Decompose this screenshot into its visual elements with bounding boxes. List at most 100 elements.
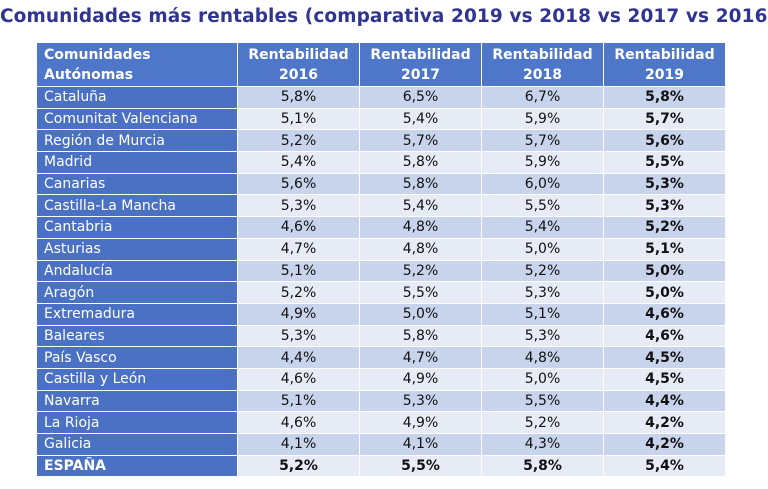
table-row: Aragón 5,2% 5,5% 5,3% 5,0%	[37, 282, 725, 303]
cell-2016: 5,2%	[238, 130, 359, 152]
table-row: La Rioja 4,6% 4,9% 5,2% 4,2%	[37, 412, 725, 433]
cell-2017: 5,5%	[360, 282, 481, 303]
cell-2017: 4,8%	[360, 217, 481, 238]
table-row: Madrid 5,4% 5,8% 5,9% 5,5%	[37, 152, 725, 173]
cell-2019: 5,0%	[604, 260, 725, 282]
header-2019-line1: Rentabilidad	[614, 46, 715, 63]
cell-2019: 4,6%	[604, 303, 725, 325]
cell-2018: 5,2%	[482, 260, 603, 282]
cell-2016: 4,6%	[238, 217, 359, 238]
cell-2017: 6,5%	[360, 87, 481, 108]
table-row: Canarias 5,6% 5,8% 6,0% 5,3%	[37, 173, 725, 195]
cell-2019: 5,3%	[604, 173, 725, 195]
cell-2018: 5,9%	[482, 152, 603, 173]
row-name: Región de Murcia	[37, 130, 237, 152]
cell-2017: 5,4%	[360, 108, 481, 130]
cell-2017: 5,8%	[360, 152, 481, 173]
row-name: País Vasco	[37, 347, 237, 368]
total-cell-2016: 5,2%	[238, 455, 359, 477]
table-row-total: ESPAÑA 5,2% 5,5% 5,8% 5,4%	[37, 455, 725, 477]
cell-2018: 5,5%	[482, 390, 603, 412]
cell-2016: 4,4%	[238, 347, 359, 368]
cell-2016: 5,1%	[238, 260, 359, 282]
cell-2017: 4,9%	[360, 412, 481, 433]
cell-2019: 5,1%	[604, 238, 725, 260]
header-2017-line2: 2017	[401, 66, 440, 83]
cell-2019: 5,3%	[604, 195, 725, 217]
header-2019: Rentabilidad 2019	[604, 43, 725, 86]
table-row: Región de Murcia 5,2% 5,7% 5,7% 5,6%	[37, 130, 725, 152]
cell-2017: 4,7%	[360, 347, 481, 368]
row-name: Andalucía	[37, 260, 237, 282]
cell-2019: 4,2%	[604, 412, 725, 433]
table-header-row: Comunidades Autónomas Rentabilidad 2016 Re…	[37, 43, 725, 86]
cell-2019: 5,7%	[604, 108, 725, 130]
table-row: Cantabria 4,6% 4,8% 5,4% 5,2%	[37, 217, 725, 238]
row-name: Cataluña	[37, 87, 237, 108]
table-row: Castilla-La Mancha 5,3% 5,4% 5,5% 5,3%	[37, 195, 725, 217]
header-2018-line2: 2018	[523, 66, 562, 83]
cell-2019: 5,6%	[604, 130, 725, 152]
cell-2018: 5,3%	[482, 282, 603, 303]
cell-2018: 5,5%	[482, 195, 603, 217]
row-name: Asturias	[37, 238, 237, 260]
table-row: Extremadura 4,9% 5,0% 5,1% 4,6%	[37, 303, 725, 325]
cell-2019: 5,2%	[604, 217, 725, 238]
table-row: Cataluña 5,8% 6,5% 6,7% 5,8%	[37, 87, 725, 108]
cell-2016: 5,1%	[238, 108, 359, 130]
cell-2018: 4,8%	[482, 347, 603, 368]
table-row: Andalucía 5,1% 5,2% 5,2% 5,0%	[37, 260, 725, 282]
table-row: Asturias 4,7% 4,8% 5,0% 5,1%	[37, 238, 725, 260]
cell-2016: 5,8%	[238, 87, 359, 108]
cell-2019: 5,5%	[604, 152, 725, 173]
cell-2019: 4,4%	[604, 390, 725, 412]
table-row: Baleares 5,3% 5,8% 5,3% 4,6%	[37, 325, 725, 347]
row-name: Extremadura	[37, 303, 237, 325]
total-row-name: ESPAÑA	[37, 455, 237, 477]
cell-2018: 5,9%	[482, 108, 603, 130]
table-row: Castilla y León 4,6% 4,9% 5,0% 4,5%	[37, 368, 725, 390]
header-2018: Rentabilidad 2018	[482, 43, 603, 86]
row-name: Castilla y León	[37, 368, 237, 390]
cell-2016: 4,9%	[238, 303, 359, 325]
cell-2018: 5,2%	[482, 412, 603, 433]
header-2017: Rentabilidad 2017	[360, 43, 481, 86]
cell-2017: 5,8%	[360, 173, 481, 195]
row-name: Canarias	[37, 173, 237, 195]
total-cell-2018: 5,8%	[482, 455, 603, 477]
cell-2018: 5,3%	[482, 325, 603, 347]
cell-2018: 4,3%	[482, 434, 603, 455]
cell-2018: 5,7%	[482, 130, 603, 152]
cell-2016: 5,6%	[238, 173, 359, 195]
cell-2016: 5,3%	[238, 325, 359, 347]
cell-2019: 5,0%	[604, 282, 725, 303]
cell-2017: 4,1%	[360, 434, 481, 455]
cell-2016: 5,4%	[238, 152, 359, 173]
row-name: Navarra	[37, 390, 237, 412]
cell-2016: 5,2%	[238, 282, 359, 303]
cell-2017: 5,7%	[360, 130, 481, 152]
header-2019-line2: 2019	[645, 66, 684, 83]
cell-2017: 4,8%	[360, 238, 481, 260]
header-2016-line1: Rentabilidad	[248, 46, 349, 63]
table-row: País Vasco 4,4% 4,7% 4,8% 4,5%	[37, 347, 725, 368]
cell-2018: 5,4%	[482, 217, 603, 238]
cell-2017: 5,8%	[360, 325, 481, 347]
cell-2019: 4,2%	[604, 434, 725, 455]
row-name: Baleares	[37, 325, 237, 347]
cell-2018: 6,0%	[482, 173, 603, 195]
cell-2018: 5,0%	[482, 368, 603, 390]
row-name: La Rioja	[37, 412, 237, 433]
header-2016-line2: 2016	[279, 66, 318, 83]
row-name: Aragón	[37, 282, 237, 303]
row-name: Madrid	[37, 152, 237, 173]
row-name: Castilla-La Mancha	[37, 195, 237, 217]
cell-2018: 6,7%	[482, 87, 603, 108]
header-2018-line1: Rentabilidad	[492, 46, 593, 63]
cell-2018: 5,0%	[482, 238, 603, 260]
cell-2016: 5,1%	[238, 390, 359, 412]
header-2016: Rentabilidad 2016	[238, 43, 359, 86]
header-2017-line1: Rentabilidad	[370, 46, 471, 63]
cell-2016: 4,6%	[238, 368, 359, 390]
cell-2016: 4,6%	[238, 412, 359, 433]
